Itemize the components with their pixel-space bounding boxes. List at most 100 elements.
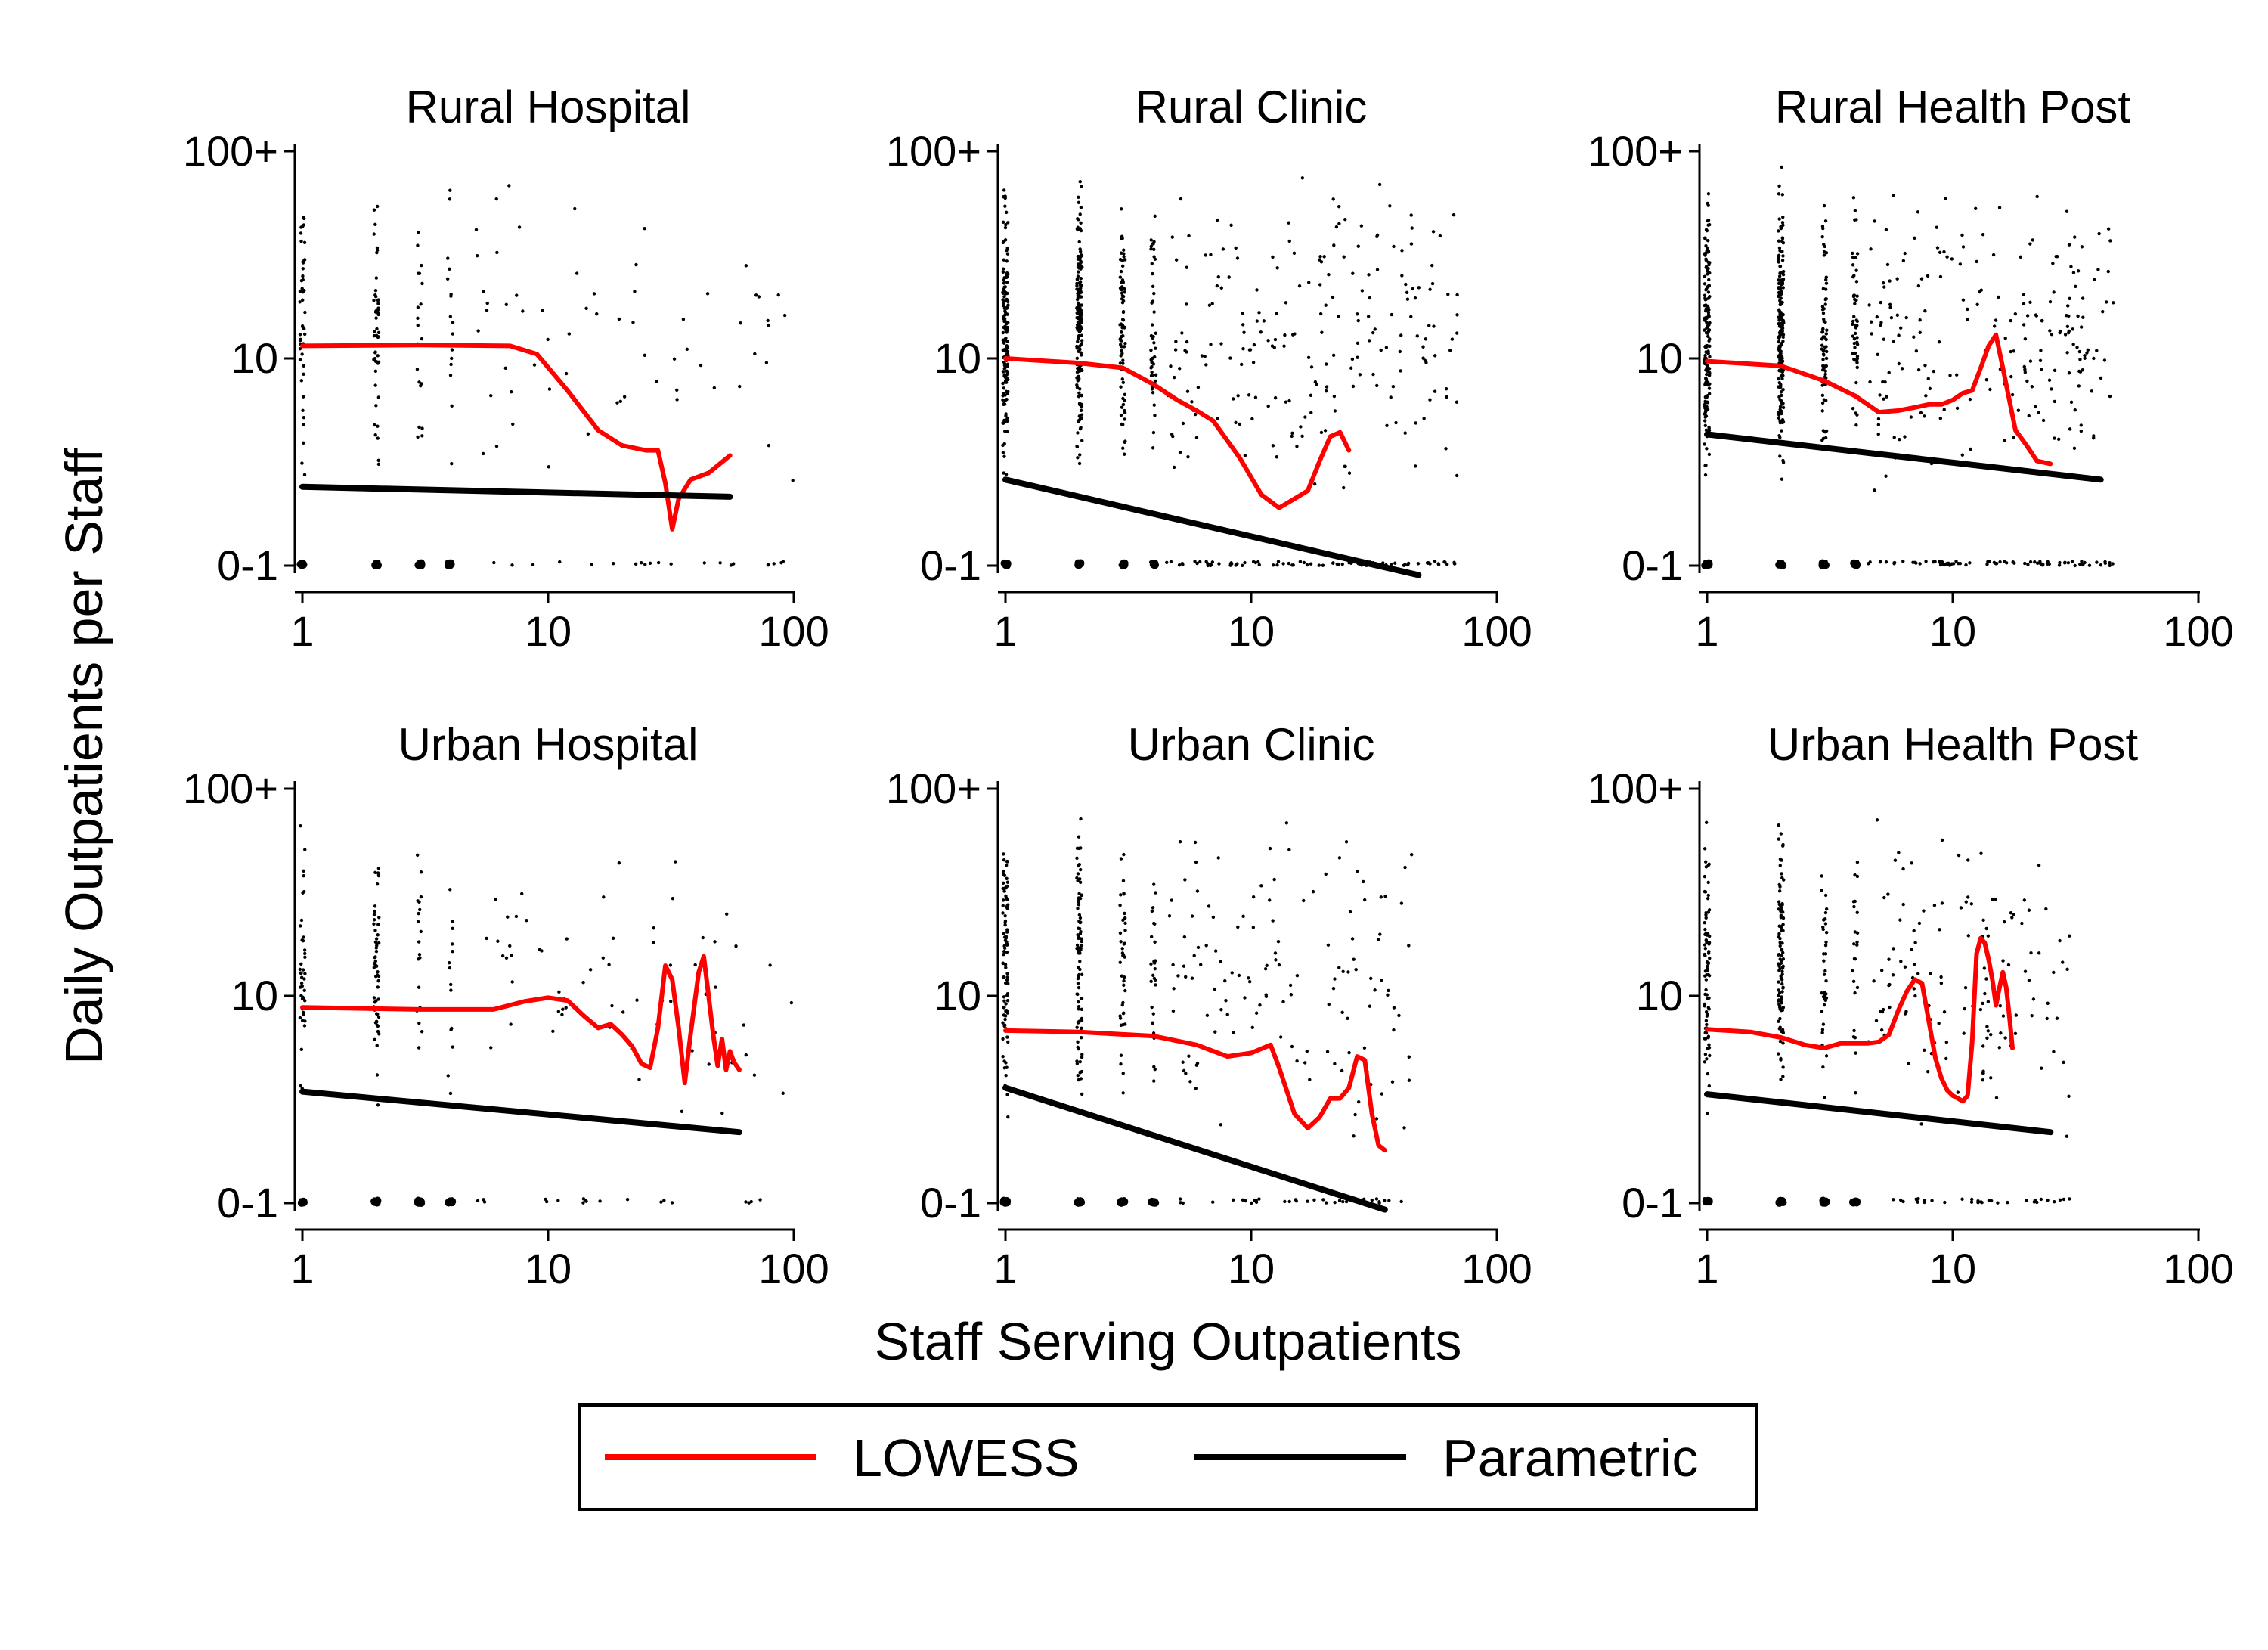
scatter-point — [1305, 563, 1309, 567]
scatter-point — [1410, 226, 1414, 230]
scatter-point — [1704, 1196, 1712, 1205]
scatter-point — [1079, 309, 1083, 312]
scatter-point — [2025, 314, 2030, 318]
scatter-point — [1273, 395, 1278, 400]
scatter-point — [1079, 817, 1083, 821]
y-tick-label: 100+ — [183, 127, 278, 175]
scatter-point — [1252, 343, 1256, 347]
scatter-point — [1778, 436, 1782, 439]
scatter-point — [1337, 563, 1340, 566]
scatter-point — [1079, 276, 1083, 281]
scatter-point — [1855, 861, 1860, 864]
scatter-point — [1075, 876, 1079, 880]
scatter-point — [1875, 818, 1879, 822]
scatter-point — [1780, 418, 1785, 422]
scatter-point — [2006, 963, 2011, 967]
scatter-point — [1940, 901, 1944, 905]
scatter-point — [476, 1199, 480, 1203]
scatter-point — [2062, 1197, 2066, 1202]
scatter-point — [1185, 265, 1188, 269]
scatter-point — [1076, 369, 1080, 374]
scatter-point — [1077, 985, 1081, 990]
scatter-point — [1005, 942, 1009, 946]
scatter-point — [1332, 243, 1336, 247]
scatter-point — [1780, 951, 1785, 955]
scatter-point — [1887, 983, 1891, 988]
scatter-point — [1897, 333, 1901, 337]
scatter-point — [1251, 361, 1256, 364]
scatter-point — [1078, 453, 1082, 457]
scatter-point — [1985, 1025, 1989, 1028]
scatter-point — [1349, 366, 1353, 370]
scatter-point — [547, 387, 552, 391]
scatter-point — [1997, 1046, 2001, 1050]
scatter-point — [1151, 882, 1156, 886]
scatter-point — [1968, 561, 1972, 565]
scatter-point — [560, 1013, 564, 1017]
scatter-point — [1353, 1112, 1357, 1117]
scatter-point — [1303, 1061, 1307, 1065]
scatter-point — [1821, 1065, 1825, 1069]
scatter-point — [1149, 366, 1153, 370]
scatter-point — [1119, 857, 1123, 861]
scatter-point — [1230, 971, 1234, 975]
scatter-point — [1780, 901, 1784, 906]
scatter-point — [1706, 893, 1710, 898]
scatter-point — [621, 1010, 625, 1014]
scatter-point — [419, 870, 423, 874]
scatter-point — [1706, 239, 1710, 243]
scatter-point — [1002, 442, 1006, 446]
scatter-point — [1923, 309, 1927, 313]
scatter-point — [1901, 902, 1905, 907]
scatter-point — [1822, 250, 1826, 254]
scatter-point — [420, 263, 423, 268]
scatter-point — [1236, 925, 1240, 929]
scatter-point — [1149, 244, 1154, 249]
scatter-point — [2081, 563, 2085, 567]
scatter-point — [1080, 944, 1083, 948]
scatter-point — [1078, 364, 1082, 368]
scatter-point — [1150, 1005, 1154, 1010]
scatter-point — [1703, 946, 1708, 951]
scatter-point — [1354, 968, 1358, 972]
scatter-point — [373, 423, 376, 427]
scatter-point — [1409, 853, 1414, 857]
scatter-point — [1853, 323, 1857, 327]
scatter-point — [1370, 1198, 1374, 1202]
scatter-point — [1868, 560, 1872, 564]
scatter-point — [1003, 914, 1007, 918]
y-tick-label: 0-1 — [1622, 541, 1683, 589]
scatter-point — [1213, 949, 1218, 953]
scatter-point — [1708, 372, 1712, 376]
scatter-point — [713, 940, 717, 944]
scatter-point — [1005, 1093, 1009, 1096]
scatter-point — [1888, 305, 1892, 309]
scatter-point — [1121, 423, 1125, 426]
scatter-point — [303, 955, 307, 960]
scatter-point — [1006, 1115, 1010, 1119]
scatter-point — [2065, 209, 2069, 213]
scatter-point — [1961, 298, 1966, 302]
scatter-point — [1000, 1197, 1009, 1205]
scatter-point — [1077, 913, 1082, 917]
scatter-point — [1779, 293, 1783, 296]
scatter-point — [1078, 1059, 1082, 1064]
scatter-point — [1217, 562, 1221, 566]
scatter-point — [1823, 297, 1827, 302]
scatter-point — [1225, 1013, 1229, 1016]
scatter-point — [1820, 889, 1823, 892]
scatter-point — [1182, 935, 1187, 939]
scatter-point — [1275, 563, 1279, 567]
scatter-point — [1966, 934, 1971, 938]
scatter-point — [1706, 260, 1710, 265]
scatter-point — [1119, 893, 1123, 897]
scatter-point — [1371, 330, 1375, 335]
scatter-point — [1824, 278, 1828, 282]
scatter-point — [1215, 417, 1219, 420]
scatter-point — [1780, 402, 1785, 406]
scatter-point — [1002, 975, 1005, 979]
scatter-point — [1780, 477, 1784, 481]
x-tick-label: 100 — [2163, 1245, 2233, 1292]
scatter-point — [485, 936, 488, 941]
scatter-point — [1001, 1037, 1005, 1041]
